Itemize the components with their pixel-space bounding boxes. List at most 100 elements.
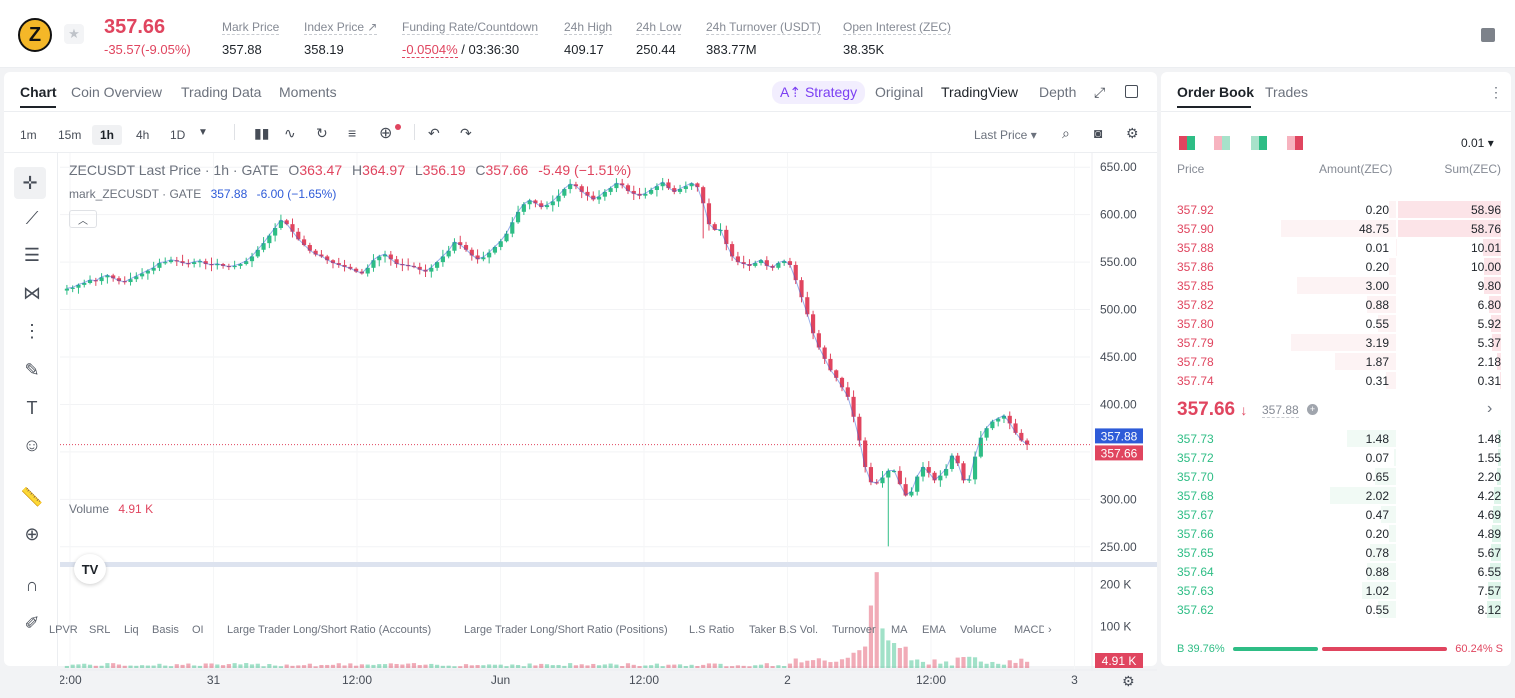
tab-chart[interactable]: Chart <box>20 84 57 100</box>
gear-icon[interactable]: ⚙ <box>1126 125 1139 142</box>
interval-1m[interactable]: 1m <box>12 125 45 145</box>
indicator-macd[interactable]: MACD <box>1014 624 1044 636</box>
chevron-right-icon[interactable]: › <box>1487 400 1492 418</box>
interval-1d[interactable]: 1D <box>162 125 193 145</box>
tab-depth[interactable]: Depth <box>1039 84 1076 100</box>
brush-icon[interactable]: ✎ <box>20 358 44 382</box>
stat-index-price[interactable]: Index Price ↗ 358.19 <box>304 18 377 57</box>
horizontal-lines-icon[interactable]: ☰ <box>20 243 44 267</box>
order-amount: 3.00 <box>1366 279 1389 293</box>
volume-bar <box>985 664 989 668</box>
collapse-legend-button[interactable]: ︿ <box>69 210 97 228</box>
indicator-oi[interactable]: OI <box>192 624 204 636</box>
trend-line-icon[interactable]: ⟋ <box>20 206 44 230</box>
candles-icon[interactable]: ▮▮ <box>254 125 269 142</box>
tab-moments[interactable]: Moments <box>279 84 337 100</box>
search-icon[interactable]: ⌕ <box>1062 125 1070 142</box>
both-sides-view-icon[interactable] <box>1179 136 1195 150</box>
tab-trades[interactable]: Trades <box>1265 84 1308 100</box>
price-type-select[interactable]: Last Price ▾ <box>966 125 1045 145</box>
price-chart[interactable]: 2:003112:00Jun12:00212:00312:00412:00512… <box>60 153 1157 698</box>
tradingview-logo[interactable]: TV <box>74 554 106 584</box>
redo-icon[interactable]: ↷ <box>460 125 472 142</box>
undo-icon[interactable]: ↶ <box>428 125 440 142</box>
magnet-icon[interactable]: ∩ <box>20 573 44 597</box>
refresh-icon[interactable]: ↻ <box>316 125 328 142</box>
buy-ratio-bar <box>1233 647 1318 651</box>
tab-coin-overview[interactable]: Coin Overview <box>71 84 162 100</box>
window-icon[interactable] <box>1125 85 1138 98</box>
fib-icon[interactable]: ⋮ <box>20 319 44 343</box>
list-icon[interactable]: ≡ <box>348 125 356 141</box>
more-options-icon[interactable]: ⋮ <box>1489 84 1503 101</box>
indicator-large-trader-positions[interactable]: Large Trader Long/Short Ratio (Positions… <box>464 624 668 636</box>
pattern-icon[interactable]: ⋈ <box>20 281 44 305</box>
interval-1h[interactable]: 1h <box>92 125 122 145</box>
camera-icon[interactable]: ◙ <box>1094 125 1102 141</box>
volume-bar <box>354 666 358 668</box>
indicator-ls-ratio[interactable]: L.S Ratio <box>689 624 734 636</box>
order-price: 357.90 <box>1177 222 1214 236</box>
plus-icon[interactable]: + <box>1307 404 1318 415</box>
split-view-icon[interactable] <box>1214 136 1230 150</box>
indicator-volume[interactable]: Volume <box>960 624 997 636</box>
text-icon[interactable]: T <box>20 396 44 420</box>
ruler-icon[interactable]: 📏 <box>20 485 44 509</box>
tab-order-book[interactable]: Order Book <box>1177 84 1254 100</box>
bids-view-icon[interactable] <box>1251 136 1267 150</box>
asks-view-icon[interactable] <box>1287 136 1303 150</box>
emoji-icon[interactable]: ☺ <box>20 433 44 457</box>
volume-bar <box>429 664 433 668</box>
interval-4h[interactable]: 4h <box>128 125 157 145</box>
indicator-taker-vol[interactable]: Taker B.S Vol. <box>749 624 818 636</box>
add-indicator-icon[interactable]: ⊕ <box>379 123 392 143</box>
arrow-down-icon: ↓ <box>1240 402 1247 418</box>
order-amount: 0.88 <box>1366 298 1389 312</box>
order-amount: 0.55 <box>1366 317 1389 331</box>
indicators-icon[interactable]: ∿ <box>284 125 296 142</box>
expand-icon[interactable]: ⤢ <box>1094 84 1105 101</box>
chevron-down-icon[interactable]: ▼ <box>198 127 208 138</box>
crosshair-icon[interactable]: ✛ <box>14 167 46 199</box>
interval-15m[interactable]: 15m <box>50 125 89 145</box>
indicator-ma[interactable]: MA <box>891 624 908 636</box>
strategy-button[interactable]: A⇡ Strategy <box>772 81 865 104</box>
indicator-large-trader-accounts[interactable]: Large Trader Long/Short Ratio (Accounts) <box>227 624 431 636</box>
tab-original[interactable]: Original <box>875 84 923 100</box>
star-favorite-icon[interactable]: ★ <box>64 24 84 44</box>
order-sum: 4.89 <box>1478 527 1501 541</box>
indicator-ema[interactable]: EMA <box>922 624 946 636</box>
indicator-srl[interactable]: SRL <box>89 624 110 636</box>
tab-trading-data[interactable]: Trading Data <box>181 84 261 100</box>
indicator-turnover[interactable]: Turnover <box>832 624 876 636</box>
precision-select[interactable]: 0.01 ▾ <box>1461 136 1494 150</box>
indicator-lpvr[interactable]: LPVR <box>49 624 78 636</box>
indicator-basis[interactable]: Basis <box>152 624 179 636</box>
volume-bar <box>140 665 144 668</box>
book-icon[interactable] <box>1481 28 1495 42</box>
zoom-in-icon[interactable]: ⊕ <box>20 522 44 546</box>
tab-tradingview[interactable]: TradingView <box>941 84 1018 100</box>
chevron-right-icon[interactable]: › <box>1048 624 1052 636</box>
indicator-liq[interactable]: Liq <box>124 624 139 636</box>
